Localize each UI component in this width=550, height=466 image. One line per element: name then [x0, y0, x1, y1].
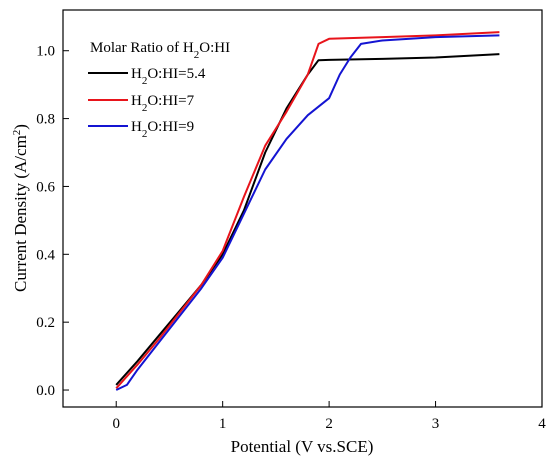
- series-layer: [115, 31, 500, 391]
- y-tick-label: 0.6: [36, 179, 55, 195]
- series-line-2: [115, 34, 500, 391]
- x-tick-label: 2: [325, 416, 333, 432]
- legend-title-sub: 2: [194, 49, 200, 61]
- legend-label-1-end: O:HI=7: [147, 93, 194, 109]
- y-axis-title-sup: 2: [11, 130, 23, 136]
- x-tick-label: 0: [112, 416, 120, 432]
- legend-title-end: O:HI: [199, 40, 230, 56]
- y-tick-label: 0.0: [36, 383, 55, 399]
- legend-label-2-main: H: [131, 119, 142, 135]
- plot-frame: [62, 9, 543, 408]
- legend-label-0-main: H: [131, 66, 142, 82]
- legend-label-0: H2O:HI=5.4: [131, 66, 206, 87]
- series-line-0: [115, 53, 500, 386]
- series-line-1: [115, 31, 500, 389]
- x-tick-label: 4: [538, 416, 546, 432]
- legend-title: Molar Ratio of H2O:HI: [90, 40, 230, 61]
- legend-label-1: H2O:HI=7: [131, 93, 195, 114]
- legend-label-0-end: O:HI=5.4: [147, 66, 206, 82]
- legend-label-1-main: H: [131, 93, 142, 109]
- y-axis-title-end: ): [11, 124, 30, 130]
- y-tick-label: 0.8: [36, 112, 55, 128]
- legend-label-2-sub: 2: [142, 128, 148, 140]
- legend: Molar Ratio of H2O:HI H2O:HI=5.4 H2O:HI=…: [88, 40, 230, 140]
- y-axis: 0.0 0.2 0.4 0.6 0.8 1.0: [36, 44, 69, 399]
- x-tick-label: 1: [219, 416, 227, 432]
- legend-label-0-sub: 2: [142, 75, 148, 87]
- legend-title-main: Molar Ratio of H: [90, 40, 194, 56]
- legend-label-1-sub: 2: [142, 102, 148, 114]
- y-axis-title: Current Density (A/cm2): [11, 124, 30, 292]
- y-tick-label: 0.2: [36, 315, 55, 331]
- x-axis-title: Potential (V vs.SCE): [231, 437, 374, 456]
- y-tick-label: 0.4: [36, 247, 55, 263]
- y-tick-label: 1.0: [36, 44, 55, 60]
- legend-label-2-end: O:HI=9: [147, 119, 194, 135]
- y-axis-title-main: Current Density (A/cm: [11, 135, 30, 292]
- x-axis: 0 1 2 3 4: [112, 401, 546, 432]
- x-tick-label: 3: [432, 416, 440, 432]
- legend-label-2: H2O:HI=9: [131, 119, 194, 140]
